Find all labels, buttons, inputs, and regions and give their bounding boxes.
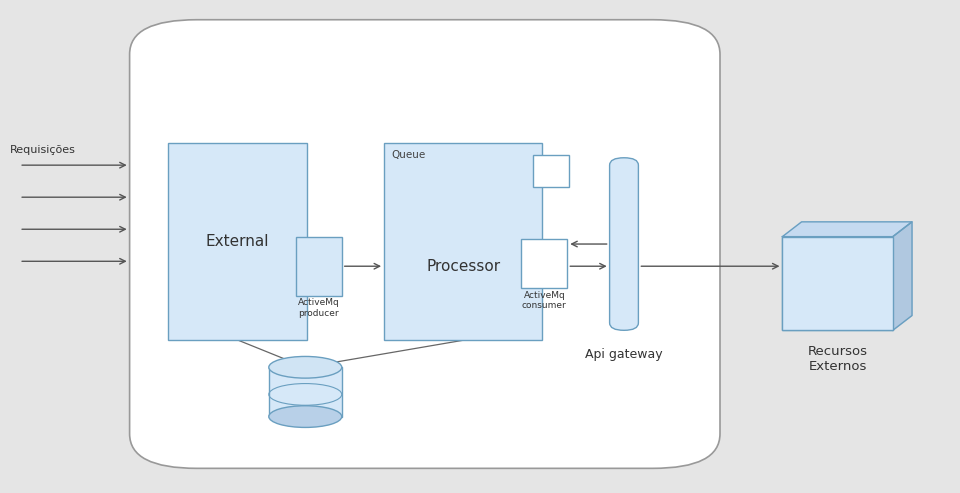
Text: Api gateway: Api gateway bbox=[586, 348, 662, 360]
Text: Recursos
Externos: Recursos Externos bbox=[807, 345, 868, 373]
Polygon shape bbox=[893, 222, 912, 330]
Bar bbox=[168, 143, 307, 340]
Bar bbox=[521, 239, 567, 288]
Text: ActiveMq
producer: ActiveMq producer bbox=[298, 298, 340, 317]
Text: Requisições: Requisições bbox=[10, 145, 76, 155]
Bar bbox=[384, 143, 542, 340]
Bar bbox=[533, 155, 569, 187]
Bar bbox=[782, 237, 893, 330]
Polygon shape bbox=[269, 367, 342, 417]
FancyBboxPatch shape bbox=[610, 158, 638, 330]
Text: Processor: Processor bbox=[426, 259, 500, 274]
Ellipse shape bbox=[269, 406, 342, 427]
Text: ActiveMq
consumer: ActiveMq consumer bbox=[522, 291, 566, 310]
Bar bbox=[782, 237, 893, 330]
FancyBboxPatch shape bbox=[130, 20, 720, 468]
Polygon shape bbox=[782, 222, 912, 237]
Text: Queue: Queue bbox=[392, 150, 426, 160]
Bar bbox=[296, 237, 342, 296]
Ellipse shape bbox=[269, 356, 342, 378]
Text: External: External bbox=[205, 234, 270, 249]
